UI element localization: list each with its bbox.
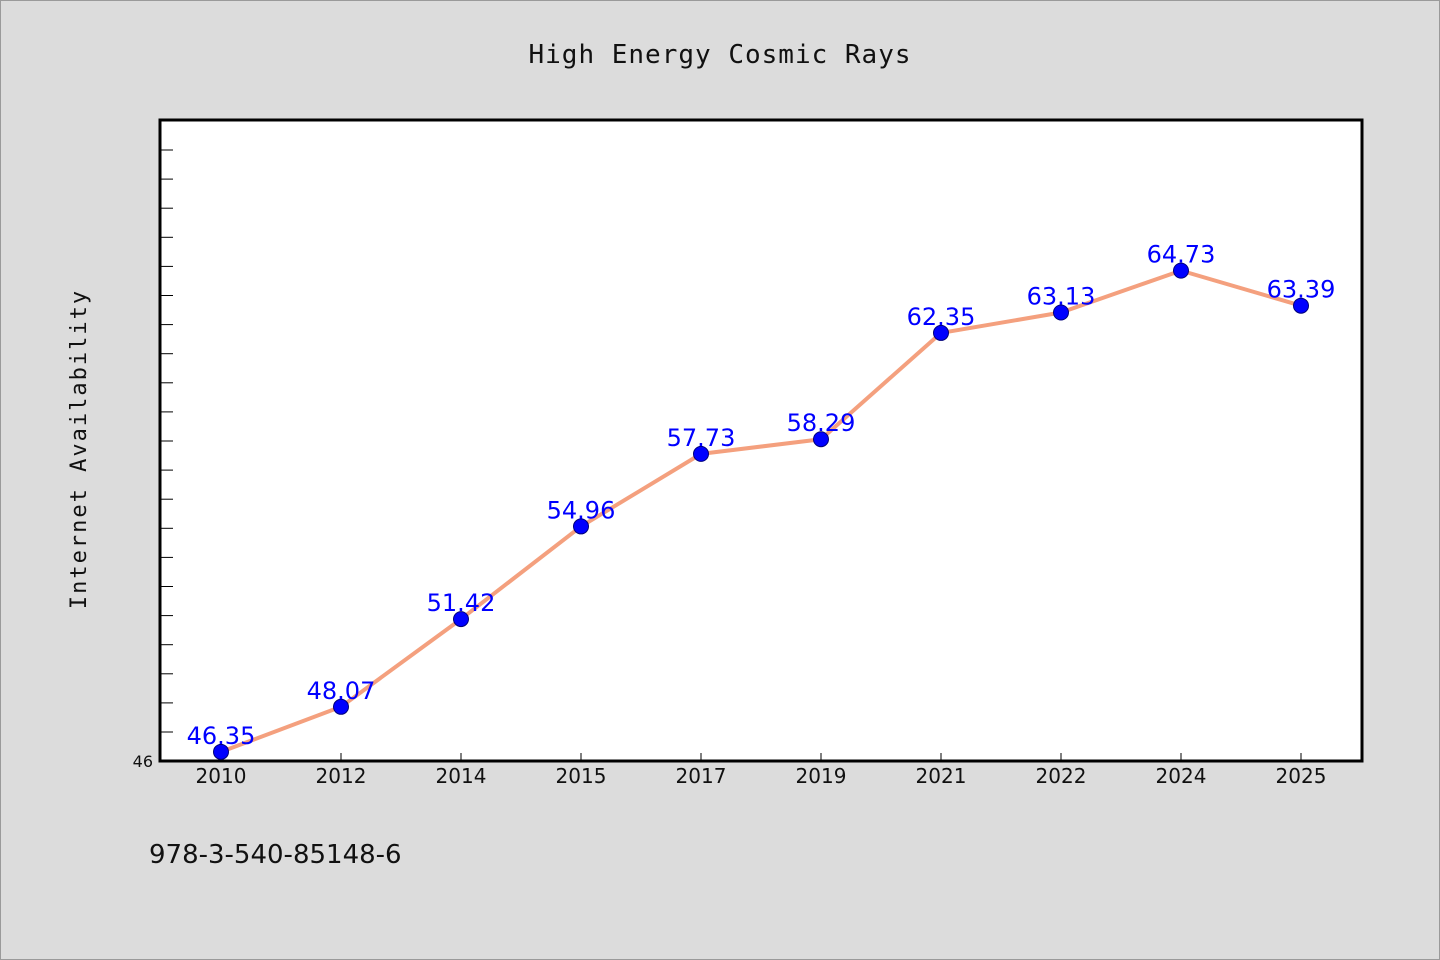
plot-area (158, 118, 1364, 763)
data-point (813, 431, 829, 448)
data-labels: 46.35 48.07 51.42 54.96 57.73 58.29 62.35 63.13… (187, 241, 1336, 750)
data-label: 46.35 (187, 722, 256, 750)
series-line (220, 268, 1302, 754)
y-axis-ticks: 46 (133, 752, 153, 771)
isbn-footer: 978-3-540-85148-6 (149, 840, 402, 870)
x-tick-label: 2024 (1156, 764, 1207, 788)
data-label: 51.42 (427, 589, 496, 617)
data-point (1293, 297, 1309, 314)
x-tick-label: 2015 (556, 764, 607, 788)
x-tick-label: 2010 (196, 764, 247, 788)
y-minor-ticks (161, 149, 173, 733)
data-point (573, 518, 589, 535)
x-tick-label: 2017 (676, 764, 727, 788)
data-markers (213, 262, 1309, 760)
x-tick-label: 2022 (1036, 764, 1087, 788)
data-label: 63.13 (1027, 283, 1096, 311)
x-tick-label: 2014 (436, 764, 487, 788)
data-label: 62.35 (907, 303, 976, 331)
x-tick-label: 2012 (316, 764, 367, 788)
data-point (933, 324, 949, 341)
data-label: 63.39 (1267, 276, 1336, 304)
data-point (1173, 262, 1189, 279)
x-tick-label: 2025 (1276, 764, 1327, 788)
x-tick-label: 2021 (916, 764, 967, 788)
y-tick-label: 46 (133, 752, 153, 771)
x-axis-ticks: 2010 2012 2014 2015 2017 2019 2021 2022 2024 2025 (196, 753, 1327, 788)
data-point (333, 698, 349, 715)
data-label: 58.29 (787, 409, 856, 437)
data-point (453, 611, 469, 628)
data-label: 48.07 (307, 677, 376, 705)
data-point (213, 743, 229, 760)
data-point (1053, 304, 1069, 321)
chart-title: High Energy Cosmic Rays (528, 40, 911, 70)
data-label: 64.73 (1147, 241, 1216, 269)
data-label: 57.73 (667, 424, 736, 452)
data-point (693, 445, 709, 462)
x-tick-label: 2019 (796, 764, 847, 788)
data-label: 54.96 (547, 496, 616, 524)
y-axis-label: Internet Availability (67, 289, 92, 609)
